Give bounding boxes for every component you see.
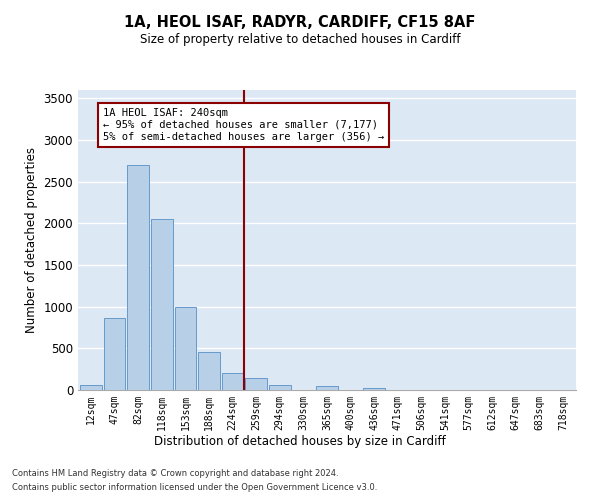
Bar	[175, 306, 196, 390]
Bar	[127, 165, 149, 390]
Bar	[104, 318, 125, 390]
Text: Contains HM Land Registry data © Crown copyright and database right 2024.: Contains HM Land Registry data © Crown c…	[12, 468, 338, 477]
Bar	[222, 372, 244, 390]
Y-axis label: Number of detached properties: Number of detached properties	[25, 147, 38, 333]
Bar	[269, 386, 290, 390]
Text: Contains public sector information licensed under the Open Government Licence v3: Contains public sector information licen…	[12, 484, 377, 492]
Bar	[80, 385, 102, 390]
Bar	[151, 219, 173, 390]
Bar	[245, 378, 267, 390]
Text: 1A HEOL ISAF: 240sqm
← 95% of detached houses are smaller (7,177)
5% of semi-det: 1A HEOL ISAF: 240sqm ← 95% of detached h…	[103, 108, 384, 142]
Text: Size of property relative to detached houses in Cardiff: Size of property relative to detached ho…	[140, 32, 460, 46]
Bar	[364, 388, 385, 390]
Bar	[198, 352, 220, 390]
Text: Distribution of detached houses by size in Cardiff: Distribution of detached houses by size …	[154, 435, 446, 448]
Bar	[316, 386, 338, 390]
Text: 1A, HEOL ISAF, RADYR, CARDIFF, CF15 8AF: 1A, HEOL ISAF, RADYR, CARDIFF, CF15 8AF	[124, 15, 476, 30]
